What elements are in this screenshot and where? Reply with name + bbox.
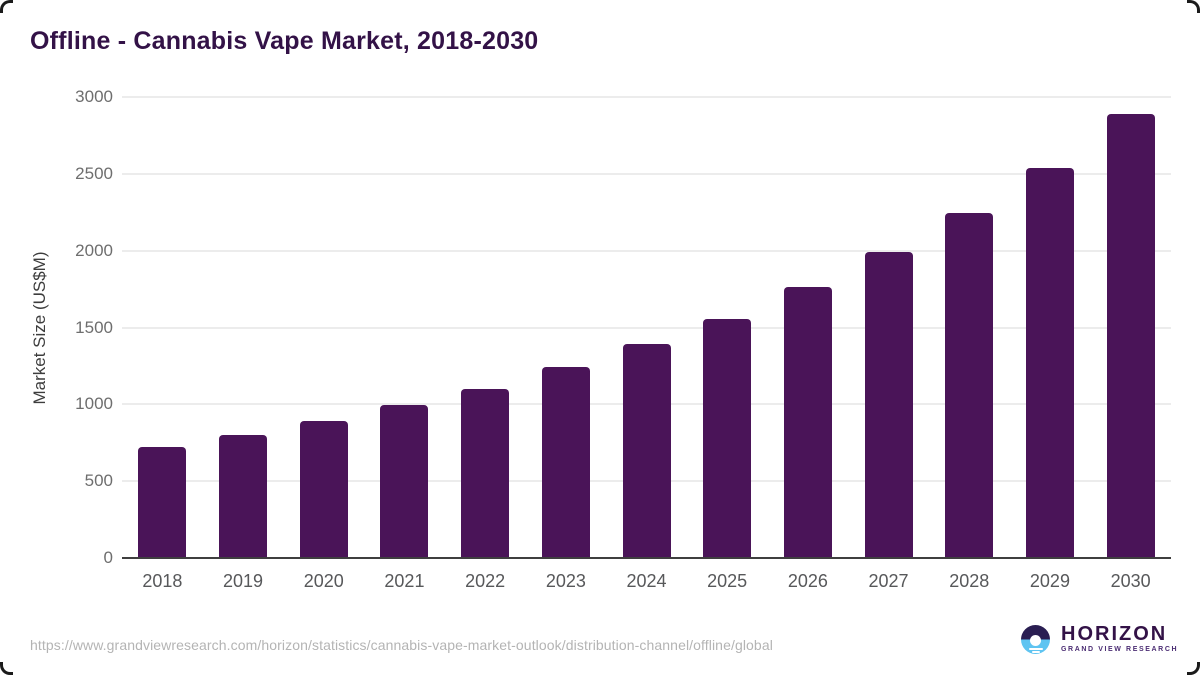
gridline-3000: [122, 96, 1171, 98]
y-tick-label-2000: 2000: [75, 240, 113, 260]
logo-name: HORIZON: [1061, 623, 1168, 645]
x-tick-label-2021: 2021: [384, 571, 425, 591]
x-tick-label-2024: 2024: [626, 571, 667, 591]
water-reflection-icon: [1031, 650, 1040, 653]
x-tick-label-2027: 2027: [868, 571, 909, 591]
bar-2018[interactable]: [138, 447, 187, 558]
screen-corner-artifact: [1187, 662, 1200, 675]
bar-2021[interactable]: [380, 405, 429, 558]
bar-2024[interactable]: [622, 344, 671, 558]
water-reflection-icon: [1028, 647, 1043, 650]
bar-2027[interactable]: [864, 252, 913, 558]
x-tick-label-2022: 2022: [465, 571, 506, 591]
y-tick-label-3000: 3000: [75, 87, 113, 106]
bar-2029[interactable]: [1026, 167, 1074, 558]
x-tick-label-2029: 2029: [1029, 571, 1070, 591]
bar-2022[interactable]: [461, 388, 510, 558]
source-url: https://www.grandviewresearch.com/horizo…: [30, 637, 773, 653]
bar-2025[interactable]: [703, 318, 752, 558]
gridline-2000: [122, 249, 1171, 252]
screen-corner-artifact: [1187, 0, 1200, 13]
x-tick-label-2018: 2018: [142, 571, 183, 591]
bar-2026[interactable]: [783, 287, 832, 558]
y-tick-label-2500: 2500: [75, 163, 113, 183]
x-tick-label-2025: 2025: [707, 571, 748, 591]
logo-subtitle: GRAND VIEW RESEARCH: [1061, 646, 1179, 653]
y-tick-label-1500: 1500: [75, 317, 113, 337]
x-tick-label-2030: 2030: [1110, 571, 1151, 591]
y-tick-label-1000: 1000: [75, 394, 113, 414]
x-tick-label-2028: 2028: [949, 571, 990, 591]
logo-text: HORIZON GRAND VIEW RESEARCH: [1061, 624, 1178, 654]
bar-2028[interactable]: [945, 212, 994, 558]
y-tick-label-500: 500: [84, 471, 113, 491]
screen-corner-artifact: [0, 662, 13, 675]
gridline-1500: [122, 326, 1171, 329]
sun-icon: [1030, 634, 1041, 646]
bar-2020[interactable]: [299, 421, 348, 558]
sunrise-horizon-icon: [1021, 624, 1050, 654]
screen-corner-artifact: [0, 0, 13, 13]
y-tick-label-0: 0: [103, 548, 113, 567]
chart-title: Offline - Cannabis Vape Market, 2018-203…: [30, 27, 539, 55]
bar-2023[interactable]: [541, 366, 590, 558]
x-tick-label-2020: 2020: [303, 571, 344, 591]
gridline-2500: [122, 172, 1171, 175]
bar-2030[interactable]: [1106, 114, 1155, 558]
x-tick-label-2026: 2026: [787, 571, 828, 591]
x-tick-label-2019: 2019: [223, 571, 264, 591]
horizon-logo: HORIZON GRAND VIEW RESEARCH: [1021, 624, 1178, 654]
x-axis-line: [122, 557, 1171, 559]
bar-2019[interactable]: [219, 435, 267, 558]
x-tick-label-2023: 2023: [545, 571, 586, 591]
